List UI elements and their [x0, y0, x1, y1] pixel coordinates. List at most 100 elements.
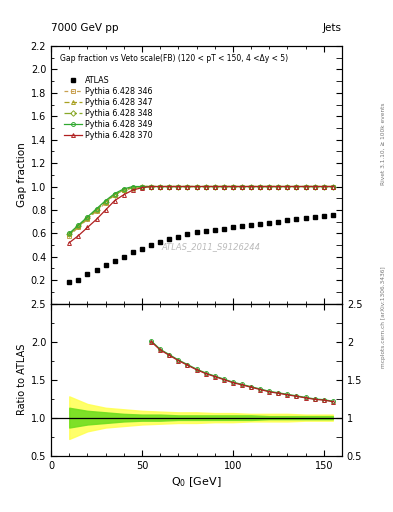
- Legend: ATLAS, Pythia 6.428 346, Pythia 6.428 347, Pythia 6.428 348, Pythia 6.428 349, P: ATLAS, Pythia 6.428 346, Pythia 6.428 34…: [64, 76, 152, 140]
- Pythia 6.428 346: [303, 183, 308, 189]
- Pythia 6.428 370: [158, 183, 163, 189]
- Pythia 6.428 349: [76, 222, 81, 228]
- Pythia 6.428 370: [67, 240, 72, 246]
- Pythia 6.428 347: [258, 183, 263, 189]
- Pythia 6.428 347: [194, 183, 199, 189]
- Line: Pythia 6.428 370: Pythia 6.428 370: [67, 184, 335, 245]
- Pythia 6.428 346: [130, 185, 135, 191]
- Pythia 6.428 348: [167, 183, 172, 189]
- Pythia 6.428 349: [303, 183, 308, 189]
- Pythia 6.428 348: [267, 183, 272, 189]
- Pythia 6.428 348: [249, 183, 253, 189]
- ATLAS: [94, 267, 99, 273]
- X-axis label: Q$_{0}$ [GeV]: Q$_{0}$ [GeV]: [171, 475, 222, 488]
- Pythia 6.428 349: [267, 183, 272, 189]
- Pythia 6.428 348: [303, 183, 308, 189]
- Pythia 6.428 370: [194, 183, 199, 189]
- Pythia 6.428 370: [258, 183, 263, 189]
- ATLAS: [240, 223, 244, 229]
- Text: Rivet 3.1.10, ≥ 100k events: Rivet 3.1.10, ≥ 100k events: [381, 102, 386, 185]
- Pythia 6.428 348: [231, 183, 235, 189]
- Y-axis label: Gap fraction: Gap fraction: [17, 142, 27, 207]
- ATLAS: [303, 215, 308, 221]
- Text: Jets: Jets: [323, 23, 342, 33]
- Pythia 6.428 348: [140, 183, 144, 189]
- Line: Pythia 6.428 348: Pythia 6.428 348: [67, 184, 335, 237]
- Pythia 6.428 370: [321, 183, 326, 189]
- Pythia 6.428 370: [176, 183, 181, 189]
- Pythia 6.428 349: [185, 183, 190, 189]
- Pythia 6.428 349: [140, 183, 144, 189]
- Pythia 6.428 349: [67, 230, 72, 237]
- Pythia 6.428 348: [312, 183, 317, 189]
- ATLAS: [176, 234, 181, 240]
- ATLAS: [249, 222, 253, 228]
- Pythia 6.428 370: [312, 183, 317, 189]
- Pythia 6.428 370: [103, 207, 108, 213]
- Pythia 6.428 370: [331, 183, 335, 189]
- Pythia 6.428 370: [285, 183, 290, 189]
- ATLAS: [158, 239, 163, 245]
- Pythia 6.428 349: [130, 183, 135, 189]
- Pythia 6.428 348: [294, 183, 299, 189]
- Pythia 6.428 346: [103, 200, 108, 206]
- ATLAS: [67, 280, 72, 286]
- Pythia 6.428 346: [167, 183, 172, 189]
- Pythia 6.428 348: [85, 215, 90, 221]
- Pythia 6.428 370: [203, 183, 208, 189]
- Pythia 6.428 348: [94, 207, 99, 213]
- Pythia 6.428 346: [267, 183, 272, 189]
- Pythia 6.428 347: [185, 183, 190, 189]
- Pythia 6.428 346: [312, 183, 317, 189]
- Pythia 6.428 346: [258, 183, 263, 189]
- Pythia 6.428 370: [94, 216, 99, 222]
- Pythia 6.428 346: [94, 208, 99, 214]
- Pythia 6.428 348: [194, 183, 199, 189]
- Pythia 6.428 349: [258, 183, 263, 189]
- ATLAS: [203, 228, 208, 234]
- ATLAS: [294, 216, 299, 222]
- Pythia 6.428 349: [212, 183, 217, 189]
- Pythia 6.428 348: [103, 199, 108, 205]
- ATLAS: [85, 271, 90, 278]
- ATLAS: [231, 224, 235, 230]
- Pythia 6.428 348: [331, 183, 335, 189]
- Pythia 6.428 370: [185, 183, 190, 189]
- Pythia 6.428 370: [149, 183, 153, 189]
- Pythia 6.428 370: [249, 183, 253, 189]
- Pythia 6.428 348: [121, 187, 126, 193]
- Pythia 6.428 346: [276, 183, 281, 189]
- Pythia 6.428 349: [240, 183, 244, 189]
- ATLAS: [258, 221, 263, 227]
- Pythia 6.428 347: [130, 185, 135, 191]
- Pythia 6.428 347: [167, 183, 172, 189]
- Pythia 6.428 347: [303, 183, 308, 189]
- ATLAS: [130, 249, 135, 255]
- Text: ATLAS_2011_S9126244: ATLAS_2011_S9126244: [162, 242, 261, 251]
- Pythia 6.428 347: [103, 199, 108, 205]
- ATLAS: [331, 211, 335, 218]
- Pythia 6.428 347: [321, 183, 326, 189]
- Pythia 6.428 349: [331, 183, 335, 189]
- Pythia 6.428 370: [294, 183, 299, 189]
- Pythia 6.428 370: [221, 183, 226, 189]
- Pythia 6.428 348: [185, 183, 190, 189]
- Pythia 6.428 349: [103, 198, 108, 204]
- Pythia 6.428 346: [176, 183, 181, 189]
- Text: Gap fraction vs Veto scale(FB) (120 < pT < 150, 4 <Δy < 5): Gap fraction vs Veto scale(FB) (120 < pT…: [60, 54, 288, 63]
- Pythia 6.428 349: [231, 183, 235, 189]
- Pythia 6.428 348: [149, 183, 153, 189]
- Pythia 6.428 346: [140, 183, 144, 189]
- Pythia 6.428 370: [231, 183, 235, 189]
- Pythia 6.428 347: [149, 183, 153, 189]
- ATLAS: [121, 253, 126, 260]
- ATLAS: [167, 236, 172, 242]
- Pythia 6.428 346: [203, 183, 208, 189]
- Pythia 6.428 348: [76, 223, 81, 229]
- ATLAS: [149, 242, 153, 248]
- Text: 7000 GeV pp: 7000 GeV pp: [51, 23, 119, 33]
- Line: ATLAS: ATLAS: [67, 212, 335, 285]
- Pythia 6.428 370: [303, 183, 308, 189]
- Pythia 6.428 349: [176, 183, 181, 189]
- Pythia 6.428 346: [158, 183, 163, 189]
